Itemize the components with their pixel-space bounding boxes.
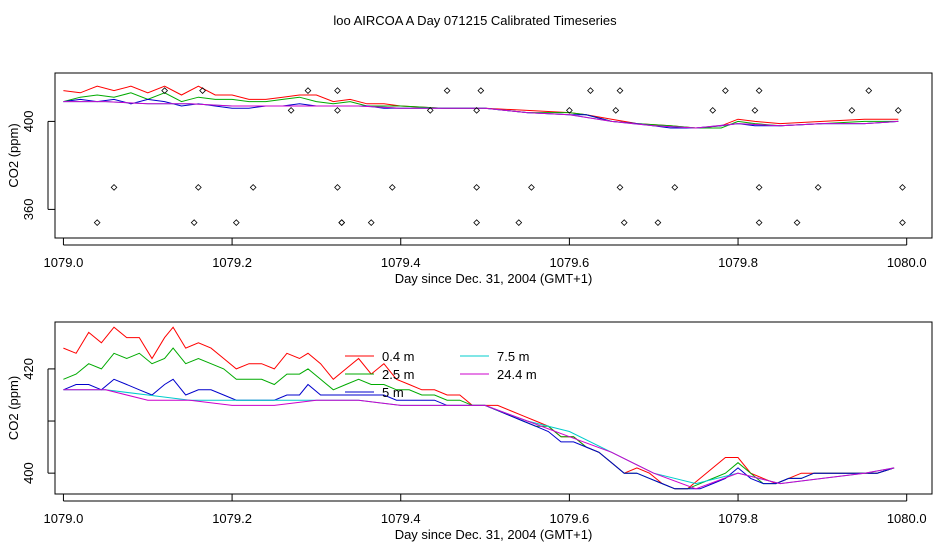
scatter-point bbox=[894, 107, 902, 114]
scatter-point bbox=[793, 219, 801, 226]
scatter-point bbox=[287, 107, 295, 114]
scatter-point bbox=[899, 184, 906, 191]
legend-label: 2.5 m bbox=[382, 367, 415, 382]
scatter-point bbox=[515, 219, 523, 226]
scatter-point bbox=[671, 184, 679, 191]
series-line-0 bbox=[63, 326, 895, 490]
y-tick-label: 420 bbox=[21, 358, 36, 380]
scatter-point bbox=[334, 184, 341, 191]
scatter-point bbox=[814, 184, 822, 191]
scatter-point bbox=[93, 219, 101, 226]
y-tick-label: 400 bbox=[21, 111, 36, 133]
scatter-point bbox=[528, 184, 535, 191]
scatter-point bbox=[110, 184, 118, 191]
scatter-point bbox=[477, 87, 485, 94]
scatter-point bbox=[338, 219, 346, 226]
scatter-point bbox=[755, 184, 763, 191]
scatter-point bbox=[473, 219, 481, 226]
panel-bottom: 1079.0 1079.2 1079.4 1079.6 1079.8 1080.0 400 4… bbox=[6, 321, 933, 542]
scatter-point bbox=[751, 107, 759, 114]
scatter-point bbox=[304, 87, 312, 94]
x-axis-label: Day since Dec. 31, 2004 (GMT+1) bbox=[395, 527, 593, 542]
series-line-3 bbox=[63, 389, 895, 485]
scatter-point bbox=[190, 219, 198, 226]
scatter-point bbox=[899, 219, 906, 226]
scatter-point bbox=[848, 107, 856, 114]
x-tick-label: 1080.0 bbox=[887, 511, 927, 526]
x-tick-label: 1079.0 bbox=[44, 255, 84, 270]
scatter-point bbox=[722, 87, 729, 94]
y-axis-label: CO2 (ppm) bbox=[6, 376, 21, 440]
plot-frame bbox=[54, 72, 933, 239]
scatter-point bbox=[612, 107, 620, 114]
scatter-point bbox=[338, 219, 346, 226]
series-line-1 bbox=[63, 347, 895, 490]
scatter-point bbox=[161, 87, 168, 94]
scatter-point bbox=[194, 184, 202, 191]
scatter-point bbox=[616, 87, 624, 94]
panel-top: 1079.0 1079.2 1079.4 1079.6 1079.8 1080.0 360 4… bbox=[6, 72, 933, 286]
scatter-point bbox=[334, 107, 341, 114]
scatter-point bbox=[587, 87, 594, 94]
scatter-point bbox=[334, 87, 341, 94]
legend-label: 5 m bbox=[382, 385, 404, 400]
x-tick-label: 1079.6 bbox=[550, 511, 590, 526]
x-tick-label: 1079.2 bbox=[212, 255, 252, 270]
x-tick-label: 1079.6 bbox=[550, 255, 590, 270]
scatter-point bbox=[709, 107, 717, 114]
x-tick-label: 1079.8 bbox=[718, 255, 758, 270]
y-axis-label: CO2 (ppm) bbox=[6, 123, 21, 187]
series-line-4 bbox=[63, 101, 899, 129]
x-tick-label: 1079.4 bbox=[381, 255, 421, 270]
y-tick-label: 400 bbox=[21, 462, 36, 484]
legend-label: 24.4 m bbox=[497, 367, 537, 382]
scatter-point bbox=[367, 219, 375, 226]
scatter-point bbox=[755, 219, 763, 226]
series-line-2 bbox=[63, 378, 895, 490]
x-tick-label: 1079.4 bbox=[381, 511, 421, 526]
y-tick-label: 360 bbox=[21, 199, 36, 221]
scatter-point bbox=[620, 219, 628, 226]
x-tick-label: 1079.8 bbox=[718, 511, 758, 526]
scatter-point bbox=[755, 87, 763, 94]
scatter-point bbox=[654, 219, 662, 226]
legend-label: 7.5 m bbox=[497, 349, 530, 364]
scatter-point bbox=[388, 184, 396, 191]
scatter-point bbox=[199, 87, 206, 94]
scatter-point bbox=[566, 107, 573, 114]
scatter-point bbox=[232, 219, 240, 226]
x-tick-label: 1079.2 bbox=[212, 511, 252, 526]
scatter-point bbox=[443, 87, 451, 94]
series-line-0 bbox=[63, 85, 899, 129]
x-axis-label: Day since Dec. 31, 2004 (GMT+1) bbox=[395, 271, 593, 286]
x-tick-label: 1079.0 bbox=[44, 511, 84, 526]
scatter-point bbox=[473, 107, 481, 114]
scatter-point bbox=[426, 107, 434, 114]
x-tick-label: 1080.0 bbox=[887, 255, 927, 270]
scatter-point bbox=[249, 184, 257, 191]
scatter-point bbox=[865, 87, 873, 94]
series-line-4 bbox=[63, 389, 895, 490]
plot-frame bbox=[54, 321, 933, 495]
chart-title: loo AIRCOA A Day 071215 Calibrated Times… bbox=[333, 13, 617, 28]
legend-label: 0.4 m bbox=[382, 349, 415, 364]
scatter-point bbox=[473, 184, 481, 191]
scatter-point bbox=[616, 184, 624, 191]
